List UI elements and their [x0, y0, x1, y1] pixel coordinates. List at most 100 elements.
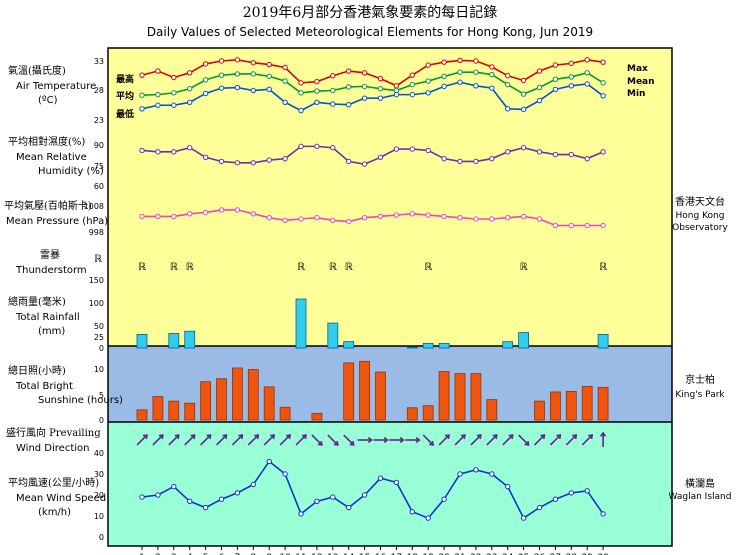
sunshine-bar	[216, 378, 227, 421]
wind-arrow-shaft	[438, 434, 450, 446]
wind-arrow-head	[524, 440, 530, 446]
humidity-point	[489, 155, 495, 162]
wind-direction-arrow	[470, 434, 482, 446]
temp-mean-point	[330, 87, 336, 94]
wind-arrow-shaft	[581, 434, 593, 446]
wind-direction-arrow	[454, 434, 466, 446]
thunderstorm-icon: ℝ	[329, 262, 337, 273]
wind-arrow-shaft	[231, 434, 243, 446]
wind-speed-point	[489, 471, 495, 477]
wind-arrow-shaft	[549, 434, 561, 446]
temp-mean-point	[282, 78, 288, 84]
x-tick-label: 4	[187, 553, 193, 555]
x-tick-label: 28	[566, 553, 578, 555]
temp-max-point	[489, 64, 495, 70]
wind-direction-arrow	[263, 434, 276, 446]
temp-max-point	[505, 73, 511, 79]
pressure-point	[568, 222, 574, 229]
x-tick-label: 15	[359, 553, 370, 555]
pressure-point	[202, 209, 209, 216]
thunderstorm-icon: ℝ	[138, 262, 146, 273]
temp-mean-point	[377, 86, 384, 92]
y-tick-label: 33	[94, 57, 104, 66]
x-tick-label: 17	[391, 553, 402, 555]
legend-max-zh: 最高	[116, 73, 134, 85]
humidity-point	[155, 149, 161, 155]
humidity-point	[218, 158, 225, 165]
wind-arrow-head	[460, 434, 466, 440]
temp-mean-point	[266, 73, 272, 80]
wind-speed-point	[441, 496, 447, 502]
temp-mean-point	[409, 81, 415, 88]
wind-direction-arrow	[327, 434, 339, 446]
panel-label-zh: 平均氣壓(百帕斯卡)	[4, 199, 92, 212]
temp-min-point	[441, 83, 447, 90]
wind-direction-arrow	[405, 437, 421, 443]
thunderstorm-icon: ℝ	[345, 262, 353, 273]
temp-max-point	[520, 77, 527, 84]
temp-max-point	[425, 62, 431, 68]
temp-max-point	[314, 78, 320, 85]
wind-arrow-head	[429, 440, 435, 446]
temp-max-point	[187, 70, 193, 76]
legend-min: Min	[627, 89, 645, 99]
y-tick-label: 998	[89, 228, 104, 237]
wind-speed-point	[584, 488, 590, 494]
wind-speed-point	[266, 458, 272, 465]
station-name-zh: 香港天文台	[675, 195, 725, 208]
temp-max-point	[155, 68, 161, 74]
rainfall-bar	[136, 333, 148, 349]
panel-label-zh: 雷暴	[40, 249, 60, 261]
temp-mean-point	[584, 70, 590, 76]
temp-max-point	[473, 58, 479, 64]
pressure-point	[425, 212, 431, 218]
wind-arrow-shaft	[518, 434, 530, 446]
wind-arrow-shaft	[279, 434, 291, 446]
wind-arrow-head	[588, 434, 594, 440]
temp-mean-point	[536, 84, 543, 91]
panel-label-en: Mean Relative	[16, 152, 87, 163]
y-tick-label: 50	[94, 322, 104, 331]
temp-mean-point	[314, 88, 320, 94]
wind-speed-point	[330, 494, 336, 500]
wind-arrow-shaft	[327, 434, 339, 446]
wind-speed-point	[425, 515, 431, 521]
panel-labels: 氣溫(攝氏度) Air Temperature (ºC) 平均相對濕度(%) Mean …	[4, 48, 731, 546]
pressure-point	[489, 216, 495, 222]
temp-min-point	[425, 90, 431, 96]
wind-speed-point	[187, 498, 193, 504]
temp-min-point	[361, 95, 368, 101]
wind-arrow-head	[399, 437, 405, 443]
station-name-en: King's Park	[675, 390, 725, 400]
thunderstorm-icon: ℝ	[297, 262, 305, 273]
temp-max-point	[139, 72, 145, 78]
wind-arrow-shaft	[470, 434, 482, 446]
wind-arrow-head	[444, 434, 451, 440]
rainfall-bar	[597, 333, 609, 349]
thunderstorm-icon: ℝ	[520, 262, 528, 273]
wind-arrow-head	[508, 434, 514, 440]
rainfall-bar	[502, 341, 514, 349]
x-tick-label: 25	[518, 553, 529, 555]
wind-arrow-shaft	[311, 434, 323, 446]
y-tick-label: 100	[89, 299, 104, 308]
wind-direction-arrow	[200, 434, 212, 446]
pressure-point	[250, 211, 257, 217]
wind-arrow-head	[158, 434, 164, 440]
temp-max-point	[234, 57, 241, 63]
rainfall-bar	[184, 330, 196, 349]
x-tick-label: 26	[534, 553, 546, 555]
panel-label-en: Humidity (%)	[38, 166, 104, 177]
sunshine-bar	[184, 402, 196, 421]
sunshine-bar	[168, 400, 180, 421]
temp-max-point	[409, 72, 415, 78]
humidity-point	[330, 145, 336, 151]
wind-arrow-shaft	[168, 434, 180, 446]
temp-max-point	[171, 74, 177, 81]
x-tick-label: 19	[422, 553, 434, 555]
humidity-point	[361, 161, 368, 167]
sunshine-bar	[231, 367, 243, 421]
temp-mean-point	[568, 74, 574, 80]
pressure-point	[266, 215, 272, 221]
temp-min-point	[171, 102, 177, 108]
